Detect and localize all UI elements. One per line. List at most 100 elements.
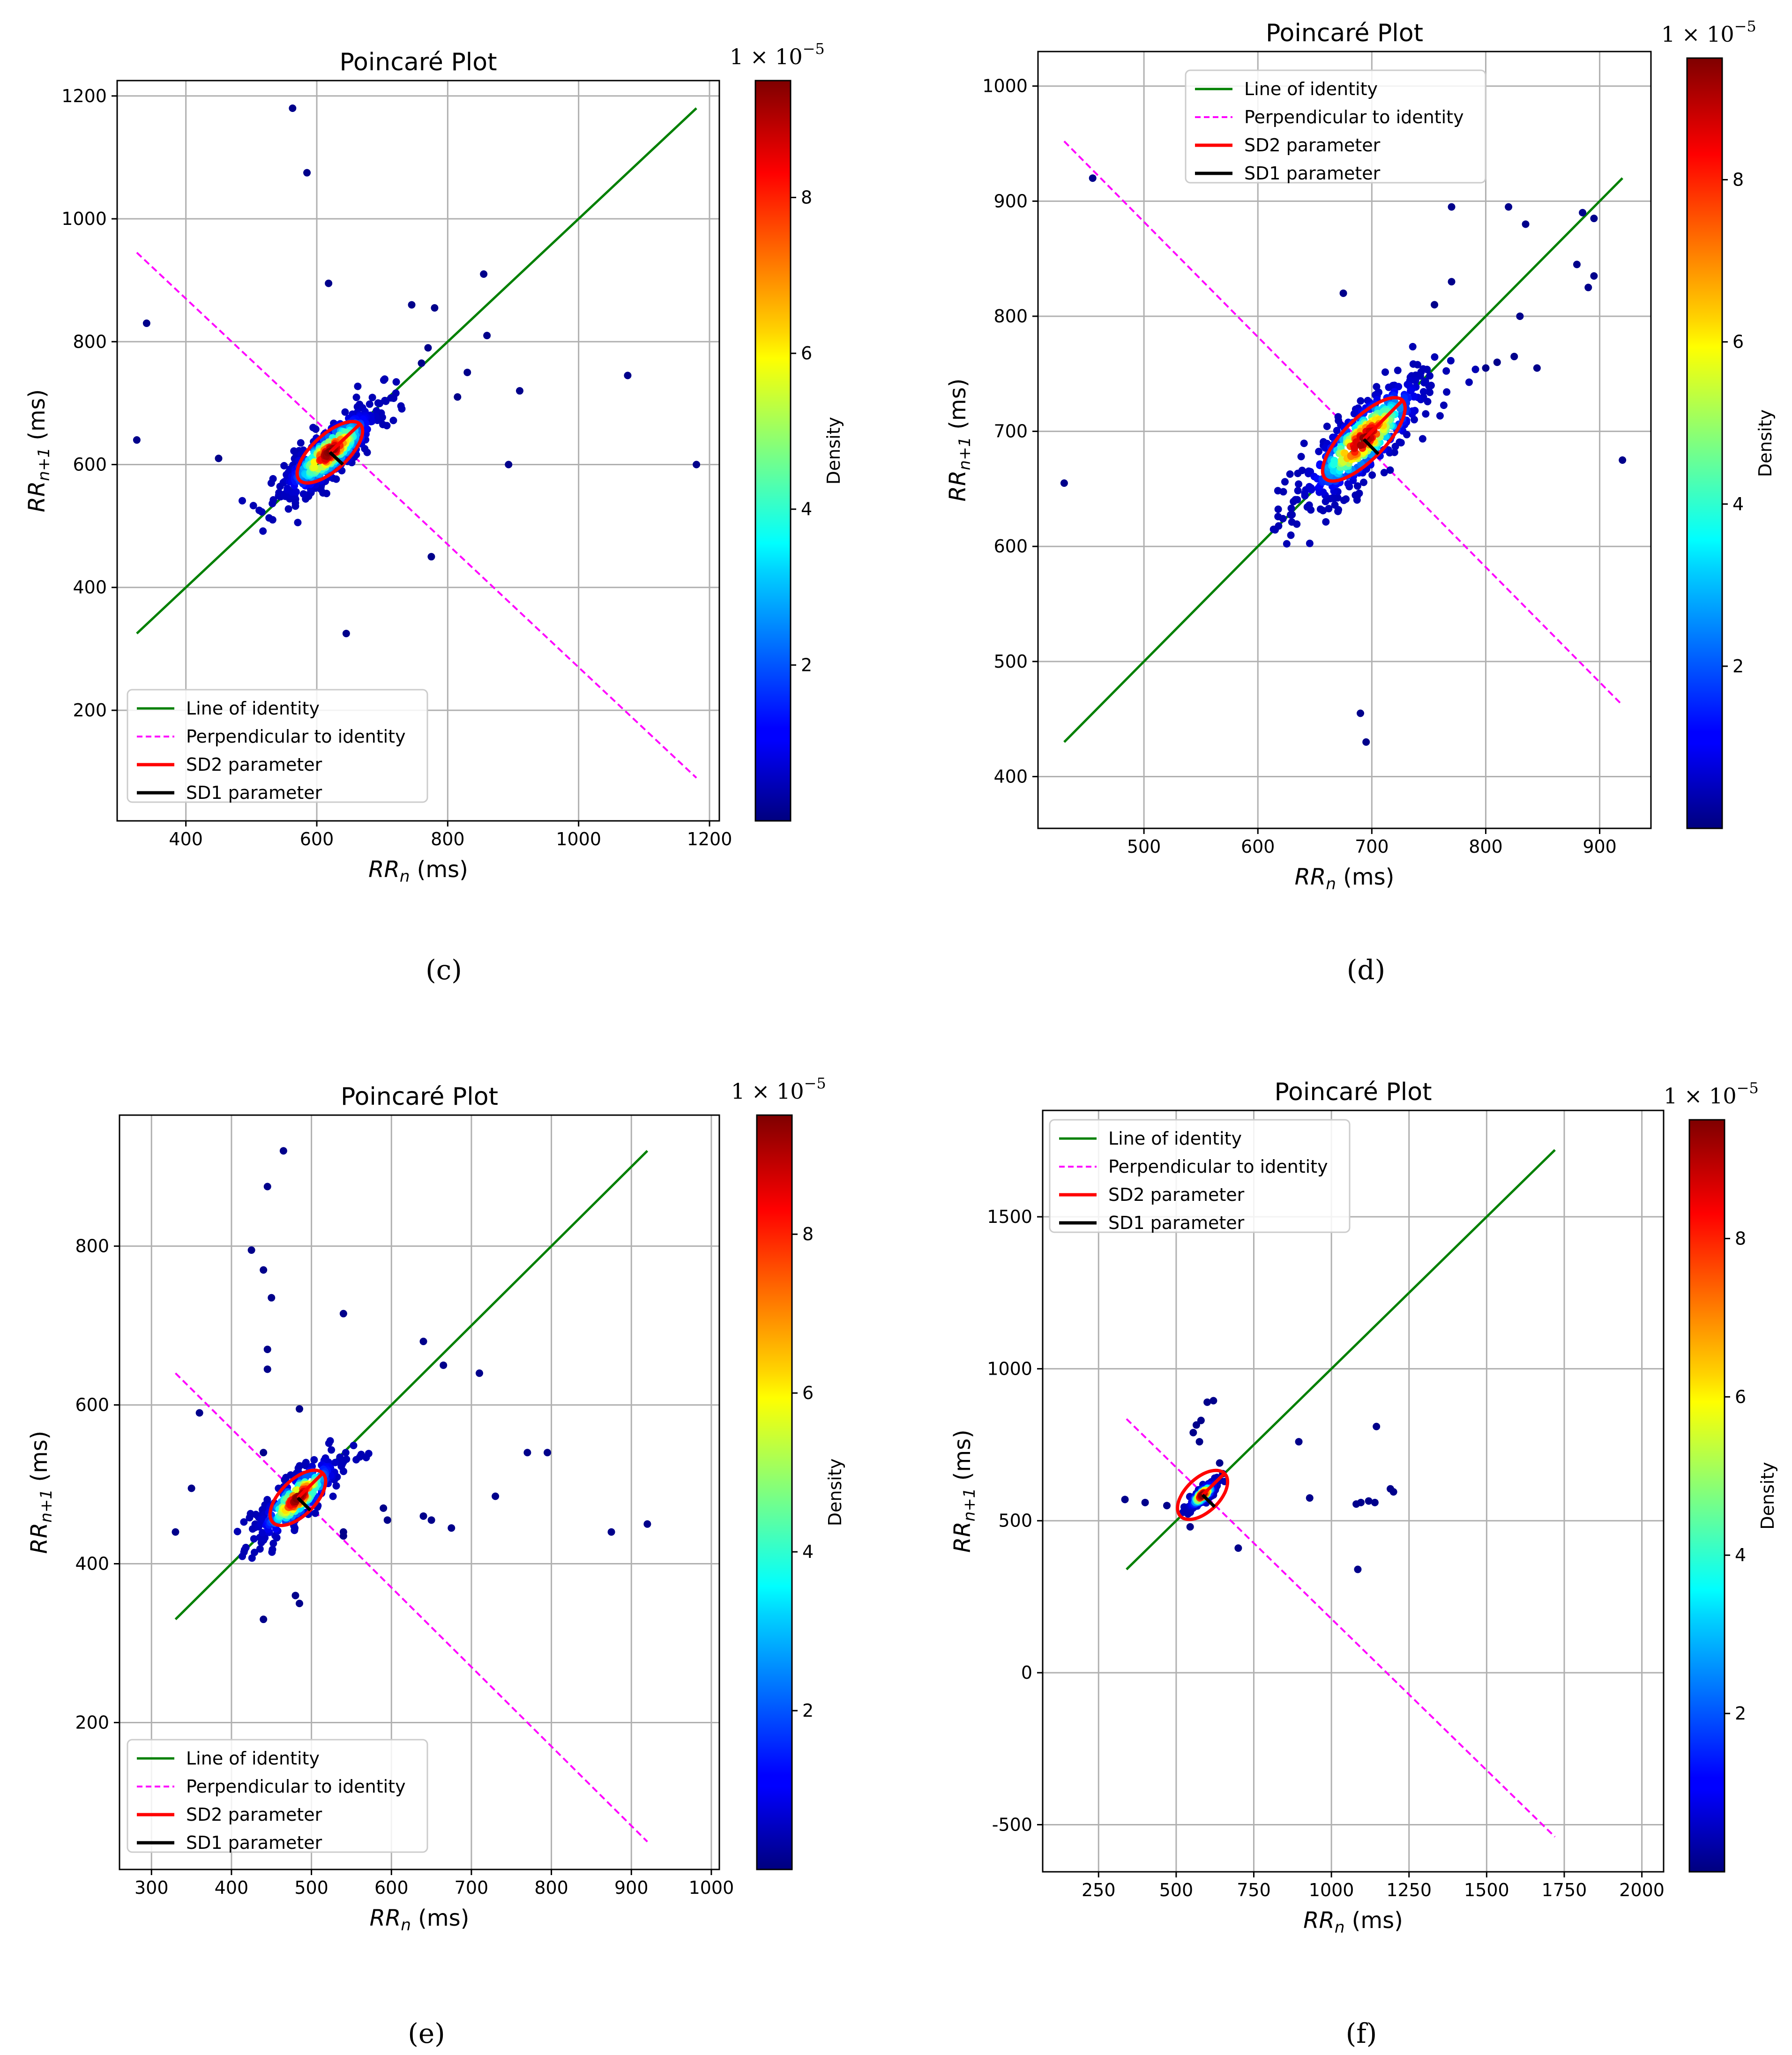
outlier-point-6: [1189, 1429, 1197, 1437]
y-tick-label: 600: [993, 536, 1028, 557]
cluster-point-7: [1300, 439, 1308, 447]
cluster-point-89: [259, 1529, 267, 1537]
outlier-point-12: [693, 461, 701, 469]
y-tick-label: 400: [993, 766, 1028, 787]
colorbar-tick-label: 8: [802, 1224, 814, 1244]
cluster-point-16: [1275, 522, 1283, 530]
legend-box: [127, 689, 428, 803]
cluster-point-46: [1331, 501, 1339, 509]
cluster-point-45: [1325, 505, 1333, 513]
outlier-point-17: [424, 344, 432, 352]
x-axis-label-sub: n: [1335, 1918, 1345, 1937]
outlier-point-13: [440, 1361, 448, 1369]
cluster-point-9: [1287, 531, 1295, 539]
legend-entry-label: SD2 parameter: [1108, 1184, 1245, 1205]
x-tick-label: 750: [1237, 1880, 1271, 1900]
outlier-point-11: [339, 1310, 347, 1318]
cluster-point-20: [242, 1543, 250, 1551]
cluster-point-34: [1288, 518, 1296, 526]
cluster-point-32: [1279, 488, 1287, 496]
cluster-point-3: [1283, 540, 1291, 548]
outlier-point-19: [463, 368, 471, 376]
colorbar-tick-label: 8: [1732, 170, 1744, 190]
legend-entry-label: Perpendicular to identity: [186, 1776, 406, 1797]
outlier-point-14: [427, 553, 435, 561]
cluster-point-27: [269, 1540, 277, 1548]
outlier-point-10: [515, 387, 523, 395]
x-tick-label: 700: [1355, 836, 1389, 857]
legend: Line of identity Perpendicular to identit…: [1185, 69, 1486, 184]
cluster-point-11: [1322, 518, 1330, 526]
cluster-point-40: [1340, 496, 1348, 504]
x-tick-label: 500: [1159, 1880, 1194, 1900]
x-tick-label: 1250: [1386, 1880, 1432, 1900]
chart-title: Poincaré Plot: [340, 48, 497, 76]
cluster-point-24: [267, 479, 275, 487]
panel-label: (d): [1347, 954, 1385, 986]
cluster-point-42: [1288, 511, 1296, 519]
legend: Line of identity Perpendicular to identit…: [127, 1739, 428, 1853]
colorbar: 2 4 6 8 Density 1 × 10−5: [730, 40, 844, 822]
cluster-point-88: [1391, 442, 1399, 450]
cluster-point-54: [1359, 478, 1367, 486]
axes-frame: [119, 1114, 720, 1870]
y-tick-label: 1500: [987, 1206, 1032, 1227]
legend-entry-label: SD2 parameter: [1244, 135, 1381, 156]
colorbar: 2 4 6 8 Density 1 × 10−5: [731, 1074, 845, 1870]
legend-entry-label: Perpendicular to identity: [186, 726, 406, 747]
y-tick-label: 1000: [982, 76, 1028, 97]
x-axis-label-unit: (ms): [1336, 864, 1394, 890]
cluster-point-82: [331, 1459, 339, 1467]
outlier-point-7: [1203, 1398, 1211, 1406]
x-axis-label: RRn (ms): [370, 1905, 470, 1935]
x-tick-label: 600: [1241, 836, 1275, 857]
y-tick-label: 600: [73, 454, 107, 475]
x-axis-label-sub: n: [1326, 875, 1336, 893]
cluster-point-97: [1420, 379, 1428, 387]
x-axis-label: RRn (ms): [1303, 1907, 1403, 1937]
colorbar-label: Density: [825, 1459, 845, 1526]
colorbar-multiplier-base: 1 × 10: [1661, 22, 1734, 47]
axes-frame: [1042, 1109, 1665, 1873]
outlier-point-30: [260, 1449, 268, 1457]
y-axis-label-unit: (ms): [949, 1430, 976, 1488]
perpendicular-line: [136, 252, 697, 779]
outlier-point-19: [1389, 1488, 1397, 1496]
outlier-point-4: [1522, 220, 1530, 228]
cluster-point-29: [332, 1482, 340, 1490]
cluster-point-7: [392, 378, 400, 386]
outlier-point-10: [1234, 1544, 1242, 1552]
colorbar-multiplier-base: 1 × 10: [1664, 1083, 1737, 1109]
cluster-point-43: [1394, 366, 1402, 374]
y-axis-label-base: RR: [24, 481, 50, 513]
colorbar-exponent: −5: [804, 1074, 826, 1092]
colorbar-tick-label: 6: [801, 343, 812, 364]
cluster-point-77: [1294, 487, 1302, 495]
x-axis-label-unit: (ms): [411, 1905, 469, 1931]
chart-title: Poincaré Plot: [1266, 19, 1423, 47]
colorbar-exponent: −5: [803, 40, 825, 58]
cluster-point-36: [1431, 353, 1439, 361]
outlier-point-1: [303, 169, 311, 177]
cluster-point-29: [284, 505, 292, 513]
perpendicular-line: [175, 1372, 648, 1843]
y-tick-label: 600: [75, 1395, 109, 1415]
outlier-point-6: [1590, 215, 1598, 223]
cluster-point-21: [311, 1509, 319, 1517]
colorbar-multiplier: 1 × 10−5: [1661, 17, 1756, 47]
cluster-point-50: [302, 1462, 310, 1470]
cluster-point-15: [329, 1492, 337, 1500]
legend: Line of identity Perpendicular to identit…: [127, 689, 428, 803]
outlier-point-9: [1195, 1438, 1203, 1446]
legend-entry-label: Perpendicular to identity: [1244, 107, 1464, 127]
outlier-point-20: [1371, 1498, 1379, 1506]
outlier-point-17: [1362, 738, 1370, 746]
cluster-point-19: [250, 1549, 258, 1556]
outlier-point-22: [492, 1492, 500, 1500]
sd2-ellipse: [268, 1468, 328, 1527]
cluster-point-62: [1353, 482, 1361, 490]
cluster-point-119: [1333, 426, 1341, 434]
cluster-point-28: [312, 425, 320, 433]
x-tick-label: 2000: [1619, 1880, 1665, 1900]
colorbar-label: Density: [823, 417, 844, 484]
